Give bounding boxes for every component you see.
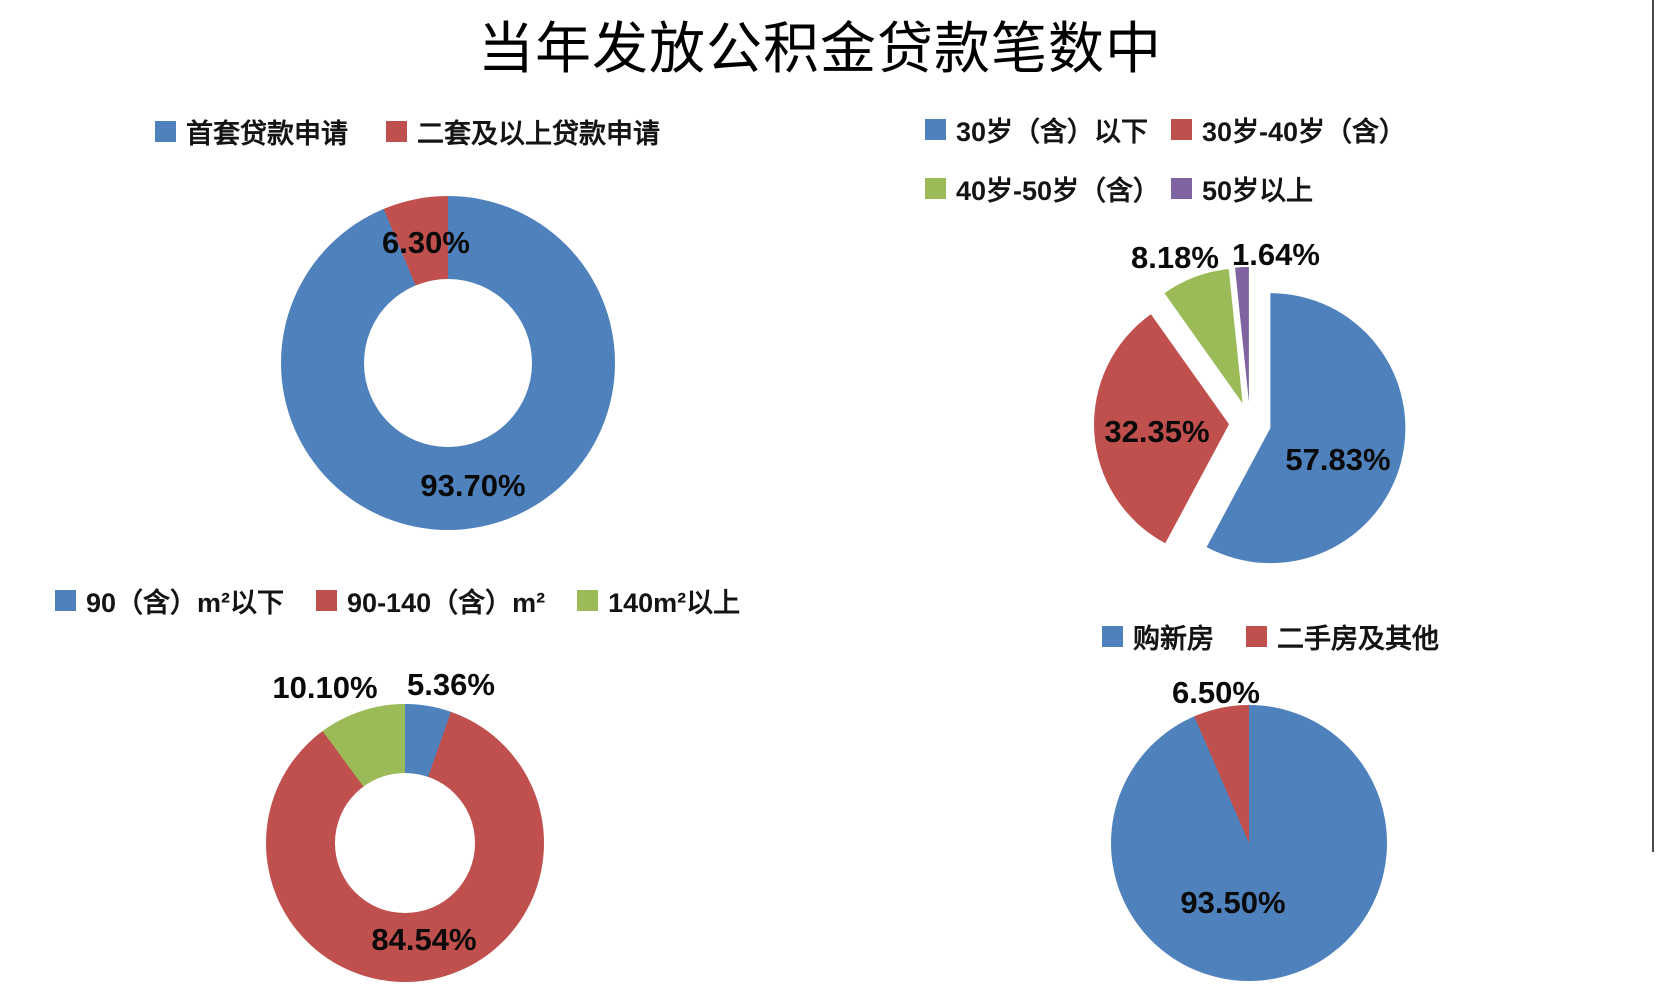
legend-item-area-over-140: 140m²以上 [577, 581, 740, 620]
pie-slice [1206, 293, 1406, 564]
page-title: 当年发放公积金贷款笔数中 [478, 17, 1162, 82]
legend-swatch-blue [925, 119, 946, 140]
legend-item-second-home: 二套及以上贷款申请 [386, 112, 660, 151]
pie-slice [1094, 314, 1230, 544]
legend-label: 40岁-50岁（含） [956, 176, 1161, 206]
legend-swatch-red [316, 590, 338, 611]
legend-item-area-90-140: 90-140（含）m² [316, 581, 545, 620]
doughnut-floor-area [266, 704, 544, 982]
legend-swatch-red [1246, 626, 1267, 647]
legend-swatch-green [925, 178, 946, 199]
data-label-second-home-share: 6.30% [382, 225, 470, 260]
legend-label: 二手房及其他 [1277, 624, 1439, 654]
legend-item-area-under-90: 90（含）m²以下 [55, 581, 284, 620]
legend-item-age-over-50: 50岁以上 [1171, 169, 1406, 208]
legend-loan-order: 首套贷款申请 二套及以上贷款申请 [155, 112, 660, 151]
legend-item-age-under-30: 30岁（含）以下 [925, 110, 1171, 149]
legend-swatch-blue [55, 590, 76, 611]
legend-item-age-30-40: 30岁-40岁（含） [1171, 110, 1406, 149]
data-label-area-under-90-share: 5.36% [407, 667, 495, 702]
legend-label: 购新房 [1133, 624, 1214, 654]
pie-age-groups [1040, 213, 1460, 633]
legend-floor-area: 90（含）m²以下 90-140（含）m² 140m²以上 [55, 581, 740, 620]
legend-item-new-home: 购新房 [1102, 617, 1214, 656]
legend-home-type: 购新房 二手房及其他 [1102, 617, 1439, 656]
legend-label: 90（含）m²以下 [86, 588, 285, 618]
legend-age-groups: 30岁（含）以下 30岁-40岁（含） 40岁-50岁（含） 50岁以上 [925, 110, 1406, 208]
legend-item-age-40-50: 40岁-50岁（含） [925, 169, 1171, 208]
legend-swatch-purple [1171, 178, 1192, 199]
data-label-age-over-50-share: 1.64% [1232, 237, 1320, 272]
legend-swatch-red [386, 121, 407, 142]
data-label-secondhand-share: 6.50% [1172, 675, 1260, 710]
data-label-age-under-30-share: 57.83% [1285, 442, 1391, 477]
data-label-age-40-50-share: 8.18% [1131, 240, 1219, 275]
legend-item-first-home: 首套贷款申请 [155, 112, 348, 151]
page-right-border [1652, 0, 1654, 852]
legend-swatch-red [1171, 119, 1192, 140]
legend-label: 90-140（含）m² [347, 588, 546, 618]
data-label-first-home-share: 93.70% [420, 468, 526, 503]
legend-label: 30岁（含）以下 [956, 117, 1149, 147]
legend-swatch-blue [155, 121, 176, 142]
pie-new-vs-secondhand [1111, 705, 1387, 981]
legend-label: 50岁以上 [1202, 176, 1314, 206]
data-label-area-over-140-share: 10.10% [272, 670, 378, 705]
legend-label: 140m²以上 [608, 588, 741, 618]
data-label-new-home-share: 93.50% [1180, 885, 1286, 920]
doughnut-first-vs-second-home [281, 196, 615, 530]
data-label-area-90-140-share: 84.54% [371, 922, 477, 957]
pie-slice [1164, 269, 1243, 404]
legend-label: 首套贷款申请 [186, 119, 348, 149]
legend-item-secondhand-other: 二手房及其他 [1246, 617, 1439, 656]
legend-swatch-green [577, 590, 599, 611]
data-label-age-30-40-share: 32.35% [1104, 414, 1210, 449]
legend-label: 二套及以上贷款申请 [417, 119, 660, 149]
pie-slice [1235, 267, 1249, 403]
legend-label: 30岁-40岁（含） [1202, 117, 1407, 147]
legend-swatch-blue [1102, 626, 1123, 647]
